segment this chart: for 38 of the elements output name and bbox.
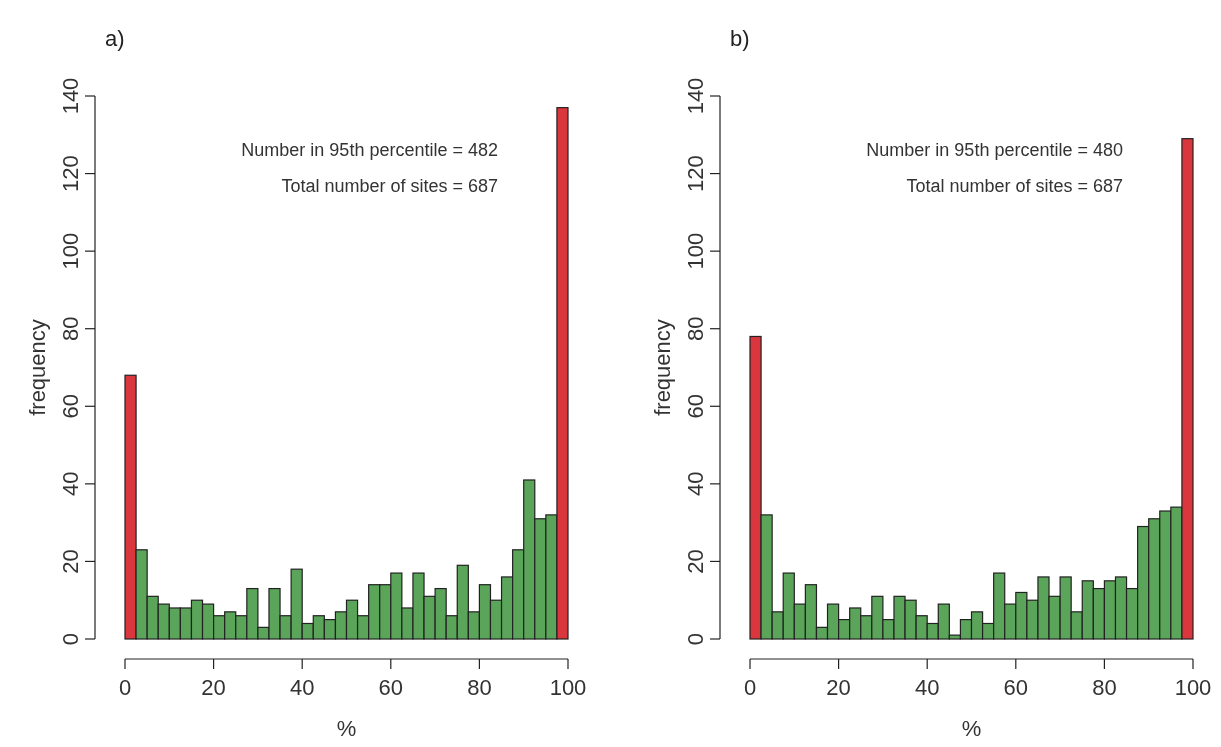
y-tick-label: 100 [683,232,708,270]
x-tick-label: 80 [1092,675,1117,700]
y-tick-label: 120 [683,155,708,192]
y-tick-label: 0 [683,632,708,646]
y-tick-label: 40 [683,471,708,497]
y-tick-label: 20 [58,549,83,574]
y-tick-label: 60 [683,394,708,419]
y-tick-label: 0 [58,632,83,646]
x-tick-label: 100 [1174,675,1212,700]
x-axis-title: % [961,716,982,741]
x-tick-label: 60 [1003,675,1029,700]
x-axis-title: % [336,716,357,741]
x-tick-label: 40 [914,675,940,700]
x-tick-label: 20 [826,675,851,700]
y-tick-label: 140 [58,77,83,115]
annotation: Total number of sites = 687 [281,176,498,196]
y-axis-title: frequency [25,319,50,416]
chart-title: a) [105,26,125,51]
x-tick-label: 20 [201,675,226,700]
y-tick-label: 40 [58,471,83,497]
y-tick-label: 80 [58,316,83,341]
x-tick-label: 0 [118,675,132,700]
y-tick-label: 100 [58,232,83,270]
y-tick-label: 80 [683,316,708,341]
annotation: Number in 95th percentile = 482 [241,140,498,160]
x-tick-label: 80 [467,675,492,700]
annotation: Number in 95th percentile = 480 [866,140,1123,160]
y-tick-label: 20 [683,549,708,574]
x-tick-label: 60 [378,675,404,700]
chart-title: b) [730,26,750,51]
y-axis-title: frequency [650,319,675,416]
x-tick-label: 40 [289,675,315,700]
x-tick-label: 100 [549,675,587,700]
y-tick-label: 60 [58,394,83,419]
annotation: Total number of sites = 687 [906,176,1123,196]
y-tick-label: 140 [683,77,708,115]
y-tick-label: 120 [58,155,83,192]
x-tick-label: 0 [743,675,757,700]
